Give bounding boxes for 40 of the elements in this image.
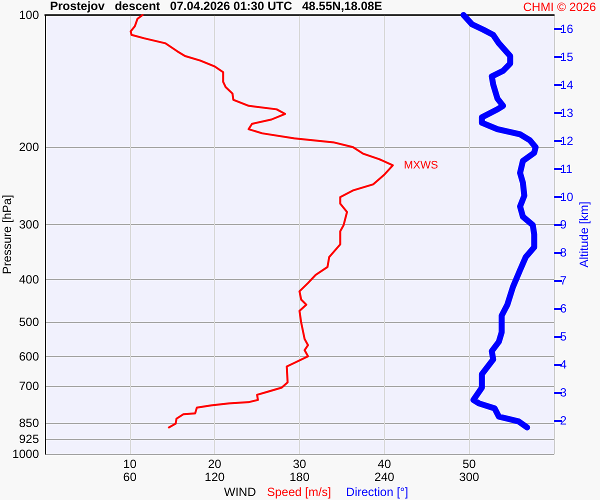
x2-tick-label: 120	[204, 470, 225, 484]
x2-tick-label: 300	[459, 470, 480, 484]
y2-tick-label: 5	[560, 330, 567, 344]
text: Direction [°]	[346, 485, 408, 499]
y-tick-label: 850	[18, 416, 40, 430]
x-tick-label: 20	[208, 457, 222, 471]
y2-tick-label: 7	[560, 274, 567, 288]
y2-tick-label: 10	[560, 190, 574, 204]
y-tick-label: 100	[18, 8, 40, 22]
y-tick-label: 700	[18, 379, 40, 393]
y2-tick-label: 2	[560, 413, 567, 428]
x-tick-label: 10	[123, 457, 137, 471]
y2-tick-label: 12	[560, 134, 574, 148]
y-tick-label: 925	[18, 432, 40, 446]
x2-tick-label: 240	[374, 470, 395, 484]
x2-tick-label: 180	[289, 470, 310, 484]
annotation: MXWS	[404, 159, 438, 172]
y-tick-label: 1000	[12, 447, 40, 461]
y2-tick-label: 13	[560, 106, 574, 120]
x-axis-title: WIND	[224, 485, 256, 499]
x-tick-label: 50	[462, 457, 476, 471]
x-tick-label: 40	[378, 457, 392, 471]
y-axis-title: Pressure [hPa]	[0, 194, 14, 274]
y2-tick-label: 3	[560, 385, 567, 400]
y-tick-label: 400	[18, 272, 40, 286]
x-tick-label: 30	[292, 457, 306, 471]
y-tick-label: 600	[18, 350, 40, 364]
y2-tick-label: 16	[560, 22, 574, 36]
y-tick-label: 300	[18, 217, 40, 232]
y-tick-label: 500	[18, 314, 40, 329]
y2-tick-label: 11	[560, 162, 573, 176]
text: CHMI © 2026	[523, 0, 596, 14]
y-tick-label: 200	[18, 140, 40, 154]
y2-axis-title: Altitude [km]	[577, 201, 591, 268]
x2-tick-label: 60	[123, 470, 137, 484]
y2-tick-label: 15	[560, 50, 574, 64]
text: Speed [m/s]	[267, 485, 332, 499]
y2-tick-label: 14	[560, 78, 574, 92]
chart-title: Prostejov descent 07.04.2026 01:30 UTC 48.55N,18.08E	[50, 0, 382, 13]
line-series	[130, 14, 394, 428]
